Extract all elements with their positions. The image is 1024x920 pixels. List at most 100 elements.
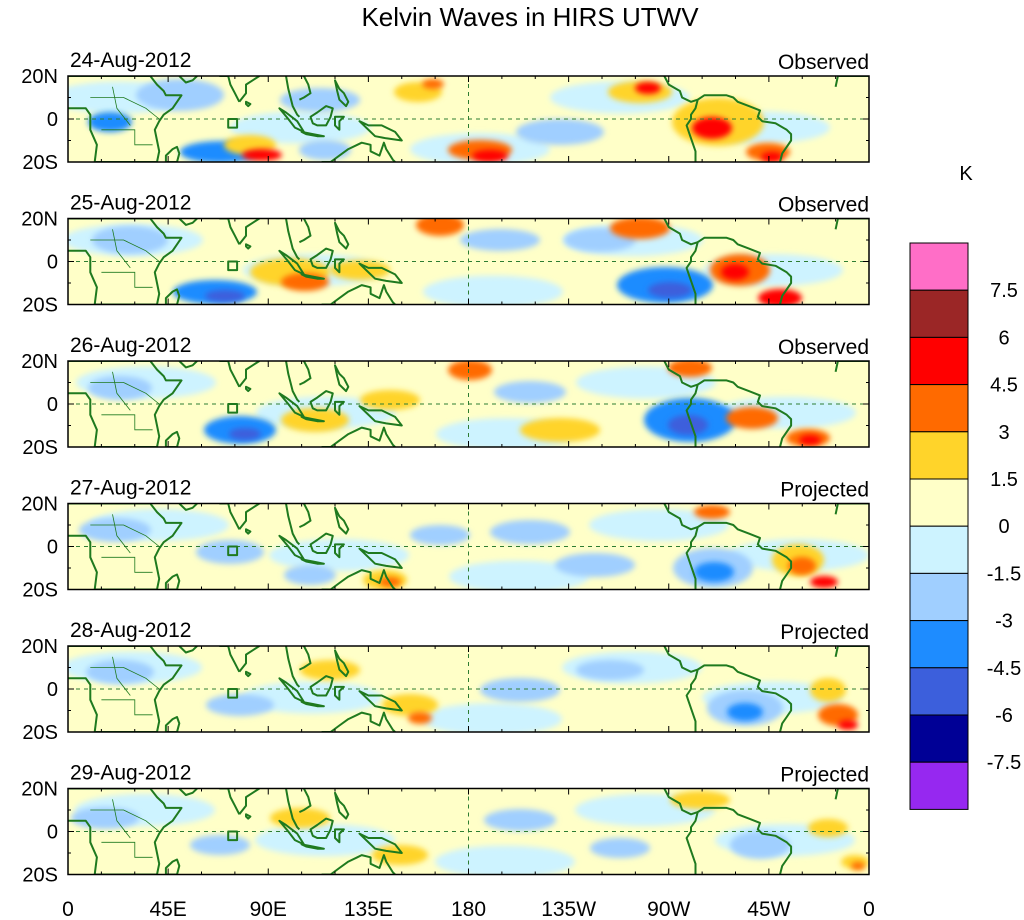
anomaly-blob — [555, 553, 635, 577]
country-border — [90, 382, 160, 405]
central-america-coast — [663, 503, 699, 531]
anomaly-blob — [668, 415, 708, 435]
panel-label: Observed — [778, 336, 869, 359]
panel-date: 29-Aug-2012 — [70, 762, 191, 785]
colorbar-swatch — [909, 714, 969, 763]
anomaly-blob — [360, 390, 420, 410]
borneo-coast — [309, 817, 334, 839]
australia-coast — [321, 284, 396, 305]
java-coast — [300, 843, 325, 850]
africa-coast — [68, 76, 183, 162]
anomaly-blob — [270, 808, 330, 828]
anomaly-blob — [576, 660, 644, 680]
anomaly-blob — [838, 720, 858, 730]
colorbar-unit: K — [959, 163, 973, 185]
panel-ticks — [67, 645, 870, 733]
new-guinea-coast — [358, 120, 403, 142]
panel-date: 27-Aug-2012 — [70, 477, 191, 500]
new-guinea-coast — [358, 547, 403, 569]
india-west-coast — [219, 218, 241, 245]
india-west-coast — [219, 361, 241, 388]
y-tick-label: 20S — [22, 152, 58, 174]
colorbar-tick-label: 1.5 — [990, 469, 1018, 491]
arabia-coast — [178, 646, 198, 654]
colorbar-swatch — [909, 384, 969, 433]
colorbar-swatch — [909, 336, 969, 386]
country-border — [90, 667, 160, 690]
x-tick-label: 45E — [149, 898, 186, 920]
coastlines — [68, 646, 869, 732]
south-america-coast — [685, 806, 793, 875]
y-tick-label: 20N — [21, 209, 58, 231]
java-coast — [300, 415, 325, 423]
sri-lanka-coast — [245, 243, 252, 250]
anomaly-blob — [490, 520, 570, 544]
west-africa-coast — [834, 218, 869, 230]
country-border — [112, 371, 131, 411]
country-border — [112, 656, 131, 696]
colorbar: K 7.5 6 4.5 3 1.5 0 -1.5 -3 -4.5 -6 -7.5 — [909, 163, 1021, 810]
madagascar-coast — [164, 145, 181, 162]
coastlines — [68, 361, 869, 447]
country-border — [90, 809, 160, 832]
colorbar-tick-label: -6 — [995, 705, 1013, 727]
west-africa-coast — [834, 361, 869, 373]
vietnam-coast — [298, 503, 312, 529]
country-border — [112, 799, 131, 839]
india-east-coast — [238, 76, 260, 103]
panels: 20N 0 20S 24-Aug-2012 Observed 20N 0 20S 25-Aug-… — [21, 49, 870, 887]
africa-coast — [68, 218, 183, 305]
india-east-coast — [238, 788, 260, 815]
x-tick-label: 135W — [541, 898, 596, 920]
y-tick-label: 0 — [47, 822, 58, 844]
anomaly-blob — [730, 831, 790, 859]
panel-date: 25-Aug-2012 — [70, 192, 191, 215]
country-border — [112, 86, 131, 126]
y-tick-label: 0 — [47, 394, 58, 416]
south-america-coast — [685, 379, 793, 447]
y-tick-label: 20S — [22, 295, 58, 317]
australia-coast — [321, 569, 396, 590]
anomaly-blob — [472, 150, 508, 162]
madagascar-coast — [164, 288, 181, 305]
anomaly-blob — [299, 140, 351, 160]
y-tick-label: 20N — [21, 494, 58, 516]
y-tick-label: 20S — [22, 437, 58, 459]
x-tick-label: 180 — [451, 898, 486, 920]
malay-coast — [285, 646, 301, 688]
country-borders — [90, 371, 160, 431]
anomaly-blob — [788, 557, 816, 575]
central-america-coast — [663, 646, 699, 673]
anomaly-blob — [480, 678, 560, 702]
colorbar-swatch — [909, 620, 969, 669]
chart-title: Kelvin Waves in HIRS UTWV — [361, 2, 699, 32]
philippines-coast — [334, 506, 350, 535]
panel-label: Projected — [780, 621, 869, 644]
anomaly-blob — [280, 88, 360, 112]
country-border — [101, 271, 153, 288]
panel-ticks — [67, 788, 870, 875]
x-axis: 0 45E 90E 135E 180 135W 90W 45W 0 — [62, 898, 875, 920]
coastlines — [68, 503, 869, 590]
australia-coast — [321, 711, 396, 732]
country-borders — [90, 799, 160, 858]
y-tick-label: 0 — [47, 109, 58, 131]
maldives-box — [227, 688, 239, 699]
anomaly-blob — [242, 149, 282, 161]
colorbar-swatch — [909, 242, 969, 291]
west-africa-coast — [834, 503, 869, 515]
sulawesi-coast — [334, 115, 345, 131]
india-east-coast — [238, 361, 260, 388]
anomaly-band — [589, 509, 729, 541]
panel: 20N 0 20S 29-Aug-2012 Projected — [21, 762, 870, 887]
australia-coast — [321, 854, 396, 875]
africa-coast — [68, 361, 183, 447]
country-border — [101, 699, 153, 716]
australia-coast — [321, 141, 396, 162]
malay-coast — [285, 503, 301, 546]
colorbar-swatch — [909, 289, 969, 338]
sulawesi-coast — [334, 543, 345, 559]
anomaly-blob — [88, 376, 152, 400]
new-guinea-coast — [358, 690, 403, 712]
